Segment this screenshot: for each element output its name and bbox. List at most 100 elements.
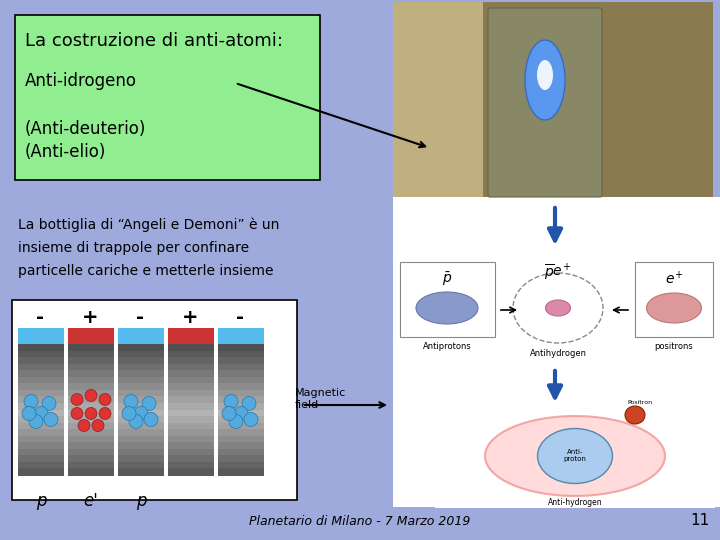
FancyBboxPatch shape bbox=[18, 423, 64, 430]
FancyBboxPatch shape bbox=[68, 409, 114, 416]
Text: (Anti-deuterio): (Anti-deuterio) bbox=[25, 120, 146, 138]
FancyBboxPatch shape bbox=[18, 429, 64, 436]
Ellipse shape bbox=[224, 395, 238, 408]
FancyBboxPatch shape bbox=[218, 370, 264, 377]
FancyBboxPatch shape bbox=[488, 8, 602, 197]
FancyBboxPatch shape bbox=[218, 462, 264, 469]
Text: Planetario di Milano - 7 Marzo 2019: Planetario di Milano - 7 Marzo 2019 bbox=[249, 515, 471, 528]
FancyBboxPatch shape bbox=[118, 377, 164, 384]
Ellipse shape bbox=[625, 406, 645, 424]
Text: $e^{+}$: $e^{+}$ bbox=[665, 270, 683, 287]
FancyBboxPatch shape bbox=[18, 370, 64, 377]
Text: 11: 11 bbox=[690, 513, 710, 528]
FancyBboxPatch shape bbox=[168, 403, 214, 410]
FancyBboxPatch shape bbox=[168, 442, 214, 449]
FancyBboxPatch shape bbox=[118, 409, 164, 416]
FancyBboxPatch shape bbox=[68, 416, 114, 423]
FancyBboxPatch shape bbox=[118, 468, 164, 476]
Ellipse shape bbox=[537, 60, 553, 90]
FancyBboxPatch shape bbox=[218, 468, 264, 476]
Text: Positron: Positron bbox=[627, 400, 652, 405]
FancyBboxPatch shape bbox=[15, 15, 320, 180]
FancyBboxPatch shape bbox=[118, 459, 164, 475]
Ellipse shape bbox=[222, 407, 236, 421]
Text: La costruzione di anti-atomi:: La costruzione di anti-atomi: bbox=[25, 32, 283, 50]
FancyBboxPatch shape bbox=[68, 423, 114, 430]
FancyBboxPatch shape bbox=[18, 403, 64, 410]
FancyBboxPatch shape bbox=[168, 328, 214, 344]
FancyBboxPatch shape bbox=[118, 357, 164, 364]
FancyBboxPatch shape bbox=[118, 344, 164, 351]
Ellipse shape bbox=[242, 396, 256, 410]
Text: $\overline{p}e^{+}$: $\overline{p}e^{+}$ bbox=[544, 262, 572, 283]
Text: -: - bbox=[236, 308, 244, 327]
FancyBboxPatch shape bbox=[118, 449, 164, 456]
FancyBboxPatch shape bbox=[18, 436, 64, 443]
FancyBboxPatch shape bbox=[18, 344, 64, 351]
FancyBboxPatch shape bbox=[18, 328, 64, 344]
FancyBboxPatch shape bbox=[218, 436, 264, 443]
Text: La bottiglia di “Angeli e Demoni” è un
insieme di trappole per confinare
partice: La bottiglia di “Angeli e Demoni” è un i… bbox=[18, 218, 279, 278]
FancyBboxPatch shape bbox=[68, 357, 114, 364]
FancyBboxPatch shape bbox=[18, 409, 64, 416]
FancyBboxPatch shape bbox=[18, 357, 64, 364]
FancyBboxPatch shape bbox=[168, 455, 214, 462]
Text: $\bar{p}$: $\bar{p}$ bbox=[442, 270, 452, 288]
FancyBboxPatch shape bbox=[393, 2, 713, 197]
FancyBboxPatch shape bbox=[218, 429, 264, 436]
FancyBboxPatch shape bbox=[68, 436, 114, 443]
FancyBboxPatch shape bbox=[218, 459, 264, 475]
FancyBboxPatch shape bbox=[168, 344, 214, 351]
FancyBboxPatch shape bbox=[218, 383, 264, 390]
FancyBboxPatch shape bbox=[18, 363, 64, 370]
FancyBboxPatch shape bbox=[218, 363, 264, 370]
FancyBboxPatch shape bbox=[168, 390, 214, 397]
FancyBboxPatch shape bbox=[68, 383, 114, 390]
Text: p: p bbox=[36, 492, 46, 510]
Ellipse shape bbox=[29, 415, 43, 429]
FancyBboxPatch shape bbox=[12, 300, 297, 500]
FancyBboxPatch shape bbox=[168, 409, 214, 416]
FancyBboxPatch shape bbox=[435, 408, 715, 508]
Ellipse shape bbox=[85, 389, 97, 402]
FancyBboxPatch shape bbox=[168, 363, 214, 370]
FancyBboxPatch shape bbox=[393, 2, 483, 197]
FancyBboxPatch shape bbox=[218, 409, 264, 416]
FancyBboxPatch shape bbox=[68, 344, 114, 351]
FancyBboxPatch shape bbox=[393, 197, 720, 507]
FancyBboxPatch shape bbox=[118, 442, 164, 449]
FancyBboxPatch shape bbox=[18, 383, 64, 390]
FancyBboxPatch shape bbox=[118, 403, 164, 410]
FancyBboxPatch shape bbox=[400, 262, 495, 337]
Ellipse shape bbox=[485, 416, 665, 496]
Text: p: p bbox=[136, 492, 146, 510]
Text: -: - bbox=[136, 308, 144, 327]
FancyBboxPatch shape bbox=[68, 403, 114, 410]
FancyBboxPatch shape bbox=[168, 468, 214, 476]
Text: Anti-hydrogen: Anti-hydrogen bbox=[548, 498, 603, 507]
Ellipse shape bbox=[229, 415, 243, 429]
FancyBboxPatch shape bbox=[18, 442, 64, 449]
FancyBboxPatch shape bbox=[68, 370, 114, 377]
Ellipse shape bbox=[234, 407, 248, 421]
FancyBboxPatch shape bbox=[168, 357, 214, 364]
Text: e': e' bbox=[84, 492, 99, 510]
FancyBboxPatch shape bbox=[218, 449, 264, 456]
FancyBboxPatch shape bbox=[218, 455, 264, 462]
FancyBboxPatch shape bbox=[168, 449, 214, 456]
FancyBboxPatch shape bbox=[118, 370, 164, 377]
Ellipse shape bbox=[99, 408, 111, 420]
Text: Antihydrogen: Antihydrogen bbox=[529, 349, 587, 358]
FancyBboxPatch shape bbox=[168, 423, 214, 430]
Ellipse shape bbox=[71, 408, 83, 420]
Ellipse shape bbox=[525, 40, 565, 120]
FancyBboxPatch shape bbox=[68, 462, 114, 469]
FancyBboxPatch shape bbox=[68, 363, 114, 370]
FancyBboxPatch shape bbox=[18, 416, 64, 423]
Text: Magnetic
field: Magnetic field bbox=[295, 388, 346, 410]
Ellipse shape bbox=[22, 407, 36, 421]
FancyBboxPatch shape bbox=[393, 2, 713, 197]
Text: positrons: positrons bbox=[654, 342, 693, 351]
FancyBboxPatch shape bbox=[68, 328, 114, 344]
Ellipse shape bbox=[142, 396, 156, 410]
